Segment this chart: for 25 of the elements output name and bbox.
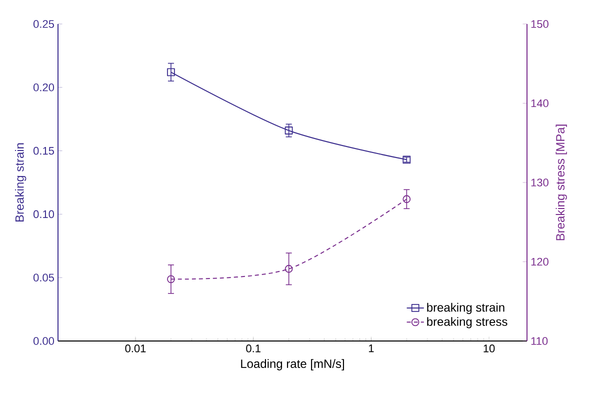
y-tick-label: 0.05 [33,274,54,282]
y2-tick-label: 110 [531,337,548,345]
legend-label: breaking strain [427,302,504,314]
x-axis-title: Loading rate [mN/s] [241,359,344,370]
y2-axis-title: Breaking stress [MPa] [556,124,567,240]
y-tick-label: 0.25 [33,20,54,28]
y-tick-label: 0.10 [33,210,54,218]
x-tick-label: 0.01 [125,344,146,352]
y2-tick-label: 140 [531,99,548,108]
y2-tick-label: 150 [531,20,548,28]
legend-label: breaking stress [427,317,508,328]
y2-tick-label: 120 [531,258,548,266]
y-tick-label: 0.00 [33,337,54,345]
point [167,275,175,284]
x-tick-label: 1 [368,344,374,352]
y-tick-label: 0.15 [33,146,54,155]
x-tick-label: 0.1 [246,344,260,352]
y-tick-label: 0.20 [33,84,54,92]
y-axis-title: Breaking strain [15,143,26,222]
x-tick-label: 10 [484,344,495,352]
point [402,195,411,204]
point [167,68,175,76]
point [284,126,293,134]
point [284,264,293,273]
y2-tick-label: 130 [531,178,548,186]
